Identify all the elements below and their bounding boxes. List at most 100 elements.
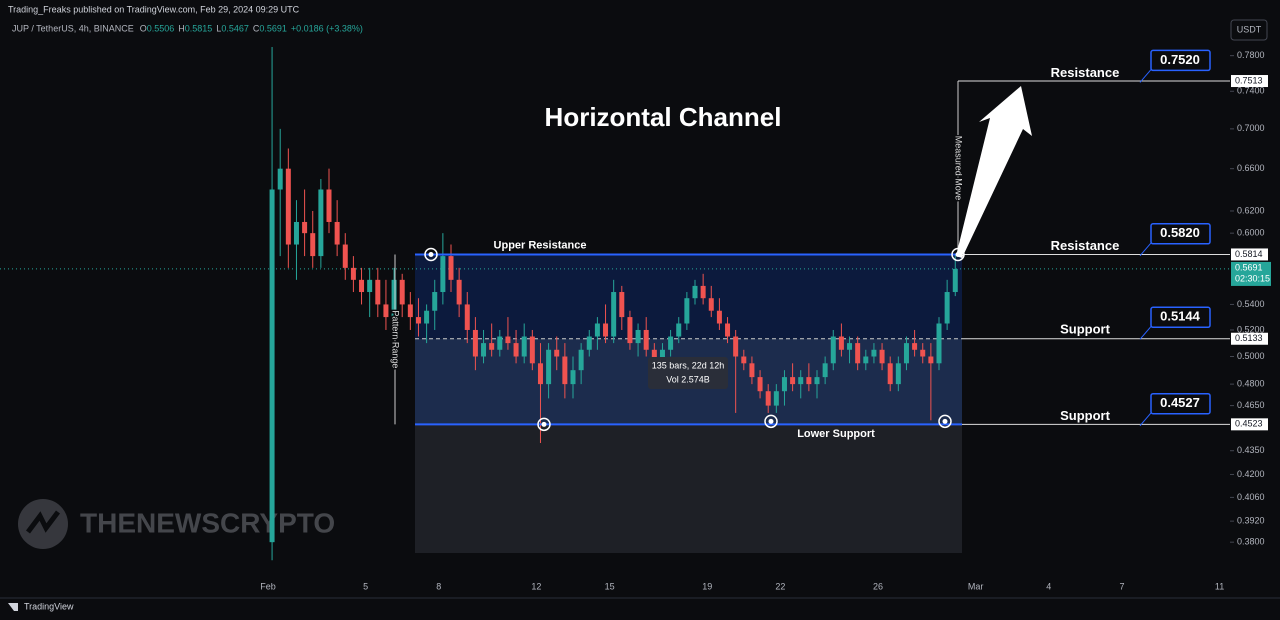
- candle-body: [497, 336, 503, 350]
- candle-body: [432, 292, 438, 311]
- y-tick-label: 0.4350: [1237, 445, 1265, 455]
- callout-pointer: [1139, 324, 1153, 340]
- candle-body: [863, 356, 869, 364]
- candle-body: [741, 356, 747, 364]
- symbol: JUP / TetherUS, 4h, BINANCE: [12, 23, 134, 33]
- callout-label: 0.5820: [1160, 225, 1200, 240]
- candle-body: [716, 310, 722, 324]
- currency-box: [1230, 19, 1268, 41]
- y-tick-label: 0.6000: [1237, 228, 1265, 238]
- info-volume: Vol 2.574B: [666, 374, 710, 384]
- y-tick-label: 0.4200: [1237, 469, 1265, 479]
- candle-body: [684, 298, 690, 324]
- callout-name: Support: [1060, 408, 1110, 423]
- legend-key: C: [253, 23, 260, 33]
- x-tick-label: 7: [1119, 581, 1124, 591]
- candle-body: [570, 370, 576, 385]
- y-tick-label: 0.7400: [1237, 86, 1265, 96]
- candle-body: [334, 221, 340, 245]
- candle-body: [627, 317, 633, 344]
- candle-body: [407, 304, 413, 318]
- watermark-logo: [18, 499, 68, 549]
- candle-body: [944, 292, 950, 324]
- candle-body: [838, 336, 844, 350]
- callout-label: 0.4527: [1160, 395, 1200, 410]
- y-tick-label: 0.4800: [1237, 378, 1265, 388]
- y-tick-label: 0.5000: [1237, 351, 1265, 361]
- move-label: Measured Move: [954, 136, 964, 201]
- watermark: THENEWSCRYPTO: [18, 499, 335, 549]
- candle-body: [269, 189, 275, 543]
- candle-body: [456, 279, 462, 305]
- candle-body: [920, 349, 926, 357]
- info-box: [648, 357, 728, 389]
- x-tick-label: Mar: [968, 581, 984, 591]
- callout-pointer: [1139, 68, 1153, 83]
- y-tick-label: 0.4650: [1237, 400, 1265, 410]
- y-tick-label: 0.6600: [1237, 163, 1265, 173]
- candle-body: [391, 279, 397, 318]
- price-badge-label: 0.4523: [1235, 419, 1263, 429]
- candle-body: [692, 285, 698, 299]
- candle-body: [367, 279, 373, 293]
- candle-body: [676, 323, 682, 337]
- candle-body: [822, 363, 828, 378]
- candle-body: [326, 189, 332, 222]
- y-tick-label: 0.3800: [1237, 537, 1265, 547]
- chart-title: Horizontal Channel: [545, 102, 782, 132]
- x-tick-label: 5: [363, 581, 368, 591]
- candle-body: [781, 377, 787, 392]
- footer-logo: [8, 603, 18, 611]
- candle-body: [757, 377, 763, 392]
- price-badge-label: 0.5814: [1235, 249, 1263, 259]
- candle-body: [952, 268, 958, 293]
- x-tick-label: 26: [873, 581, 883, 591]
- candle-body: [399, 279, 405, 305]
- callout-name: Resistance: [1051, 65, 1120, 80]
- price-badge: [1231, 248, 1268, 261]
- callout-label: 0.5144: [1160, 309, 1201, 324]
- candle-body: [481, 343, 487, 357]
- pivot-dot: [955, 251, 961, 257]
- candle-body: [887, 363, 893, 385]
- candle-body: [318, 189, 324, 257]
- header: Trading_Freaks published on TradingView.…: [8, 4, 300, 14]
- candle-body: [871, 349, 877, 357]
- candle-body: [489, 343, 495, 350]
- pivot-ring: [764, 414, 778, 429]
- price-axis-bg: [1230, 0, 1280, 600]
- candle-body: [513, 343, 519, 357]
- x-tick-label: 22: [775, 581, 785, 591]
- upper-label: Upper Resistance: [494, 239, 587, 251]
- pivot-ring: [938, 414, 952, 429]
- candle-body: [586, 336, 592, 350]
- watermark-logo-mark: [26, 510, 60, 534]
- pivot-dot: [942, 418, 948, 424]
- candle-body: [643, 329, 649, 350]
- candle-body: [895, 363, 901, 385]
- arrow: [956, 86, 1032, 258]
- legend-change: +0.0186 (+3.38%): [291, 23, 363, 33]
- candle-body: [359, 279, 365, 293]
- x-tick-label: 15: [605, 581, 615, 591]
- y-tick-label: 0.4060: [1237, 492, 1265, 502]
- candle-body: [302, 221, 308, 234]
- watermark-text: THENEWSCRYPTO: [80, 507, 335, 538]
- candle-body: [277, 168, 283, 190]
- legend-key: H: [178, 23, 185, 33]
- candle-body: [879, 349, 885, 364]
- candle-body: [578, 349, 584, 371]
- candle-body: [790, 377, 796, 385]
- callout-name: Support: [1060, 322, 1110, 337]
- legend-value: 0.5691: [259, 23, 287, 33]
- candle-body: [350, 267, 356, 280]
- callout-name: Resistance: [1051, 238, 1120, 253]
- candle-body: [708, 298, 714, 311]
- pivot-dot: [768, 418, 774, 424]
- x-tick-label: 4: [1046, 581, 1051, 591]
- info-bars: 135 bars, 22d 12h: [652, 360, 725, 370]
- candle-body: [285, 168, 291, 245]
- candle-body: [814, 377, 820, 385]
- y-tick-label: 0.6200: [1237, 205, 1265, 215]
- callout-label: 0.7520: [1160, 52, 1200, 67]
